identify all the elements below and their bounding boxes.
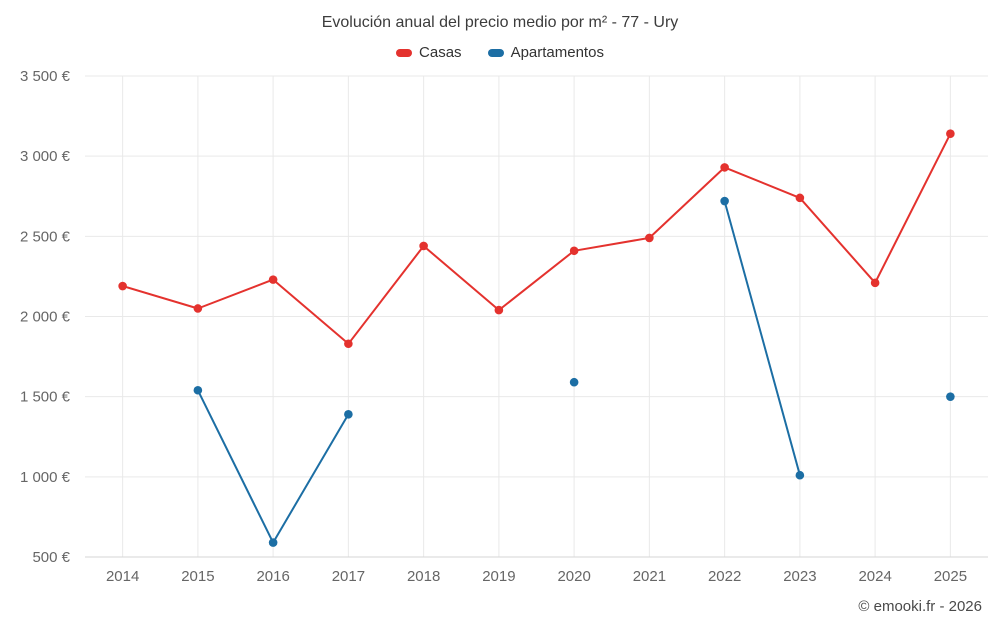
series-line-casas xyxy=(121,132,952,345)
x-axis-tick-label: 2014 xyxy=(106,568,139,585)
x-axis-tick-label: 2016 xyxy=(256,568,289,585)
data-point-casas-2022[interactable] xyxy=(720,163,729,172)
y-axis-tick-label: 1 000 € xyxy=(20,469,71,486)
data-point-apartamentos-2015[interactable] xyxy=(193,385,203,395)
x-axis-tick-label: 2019 xyxy=(482,568,515,585)
chart-legend: Casas Apartamentos xyxy=(0,44,1000,61)
data-point-apartamentos-2023[interactable] xyxy=(795,470,805,480)
data-point-casas-2023[interactable] xyxy=(795,193,805,203)
data-point-apartamentos-2022[interactable] xyxy=(720,196,729,206)
x-axis-tick-label: 2015 xyxy=(181,568,214,585)
data-point-casas-2020[interactable] xyxy=(569,246,579,256)
data-point-casas-2018[interactable] xyxy=(419,241,428,251)
y-axis-tick-label: 3 000 € xyxy=(20,148,71,165)
casas-series-swatch-icon xyxy=(396,48,413,57)
x-axis-tick-label: 2024 xyxy=(858,568,891,585)
y-axis-tick-label: 500 € xyxy=(32,549,70,566)
data-point-apartamentos-2020[interactable] xyxy=(569,377,579,387)
data-point-casas-2021[interactable] xyxy=(645,233,654,243)
x-axis-tick-label: 2022 xyxy=(708,568,741,585)
data-point-casas-2016[interactable] xyxy=(268,275,278,284)
data-point-casas-2014[interactable] xyxy=(118,281,127,291)
data-point-apartamentos-2017[interactable] xyxy=(344,410,353,419)
apartamentos-series-swatch-icon xyxy=(487,48,504,57)
y-axis-tick-label: 2 500 € xyxy=(20,228,71,245)
data-point-casas-2017[interactable] xyxy=(344,339,353,349)
data-point-apartamentos-2016[interactable] xyxy=(268,538,278,547)
x-axis-tick-label: 2021 xyxy=(633,568,666,585)
data-point-casas-2019[interactable] xyxy=(494,305,504,315)
y-axis-tick-label: 2 000 € xyxy=(20,309,71,326)
x-axis-tick-label: 2017 xyxy=(332,568,365,585)
data-point-casas-2025[interactable] xyxy=(946,129,955,139)
y-axis-tick-label: 3 500 € xyxy=(20,68,71,85)
legend-label-apartamentos: Apartamentos xyxy=(510,44,604,61)
legend-item-apartamentos[interactable]: Apartamentos xyxy=(487,44,604,61)
x-axis-tick-label: 2018 xyxy=(407,568,440,585)
data-point-apartamentos-2025[interactable] xyxy=(946,392,955,401)
legend-label-casas: Casas xyxy=(419,44,462,61)
chart-title: Evolución anual del precio medio por m² … xyxy=(321,14,679,31)
x-axis-tick-label: 2020 xyxy=(557,568,590,585)
x-axis-tick-label: 2023 xyxy=(783,568,816,585)
y-axis-tick-label: 1 500 € xyxy=(20,389,71,406)
copyright-credit: © emooki.fr - 2026 xyxy=(858,598,982,615)
data-point-casas-2015[interactable] xyxy=(193,304,203,313)
legend-item-casas[interactable]: Casas xyxy=(396,44,462,61)
x-axis-tick-label: 2025 xyxy=(934,568,967,585)
data-point-casas-2024[interactable] xyxy=(870,278,880,288)
